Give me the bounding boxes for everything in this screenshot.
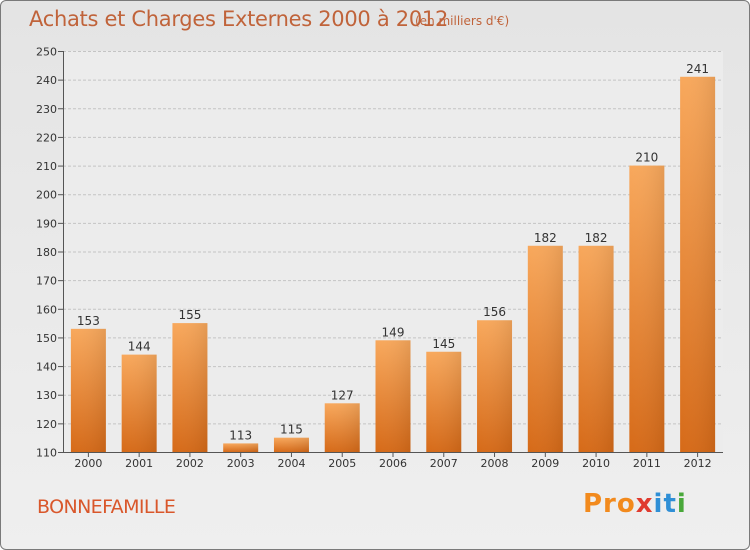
x-tick-label: 2008: [481, 457, 509, 470]
commune-name: BONNEFAMILLE: [37, 496, 176, 518]
data-label: 182: [585, 231, 608, 245]
y-tick-label: 120: [36, 418, 57, 431]
x-tick-label: 2003: [227, 457, 255, 470]
bar-shade: [527, 245, 563, 452]
chart-subtitle: (en milliers d'€): [415, 14, 510, 28]
x-tick-label: 2005: [328, 457, 356, 470]
data-label: 155: [178, 308, 201, 322]
bar-shade: [680, 76, 716, 453]
x-tick-label: 2011: [633, 457, 661, 470]
y-tick-label: 140: [36, 361, 57, 374]
bar-shade: [578, 245, 614, 452]
x-tick-label: 2002: [176, 457, 204, 470]
y-tick-label: 160: [36, 303, 57, 316]
logo-part: x: [635, 489, 654, 519]
data-label: 144: [128, 340, 151, 354]
bar-shade: [223, 443, 259, 452]
logo-part: i: [676, 489, 687, 519]
data-label: 115: [280, 423, 303, 437]
y-tick-label: 190: [36, 217, 57, 230]
bar-shade: [426, 351, 462, 452]
bar-shade: [629, 165, 665, 453]
data-label: 113: [229, 428, 252, 442]
data-label: 127: [331, 388, 354, 402]
bar-shade: [70, 328, 106, 452]
data-label: 210: [635, 151, 658, 165]
data-label: 153: [77, 314, 100, 328]
x-tick-label: 2000: [74, 457, 102, 470]
data-label: 149: [382, 325, 405, 339]
y-tick-label: 130: [36, 389, 57, 402]
logo-part: Pro: [583, 489, 636, 519]
chart-title: Achats et Charges Externes 2000 à 2012: [29, 7, 449, 31]
y-tick-label: 110: [36, 447, 57, 460]
proxiti-logo: Proxiti: [583, 489, 687, 519]
x-tick-label: 2001: [125, 457, 153, 470]
x-tick-label: 2006: [379, 457, 407, 470]
x-tick-label: 2009: [531, 457, 559, 470]
y-tick-label: 180: [36, 246, 57, 259]
bar-shade: [172, 323, 208, 452]
bar-shade: [324, 403, 360, 452]
y-tick-label: 200: [36, 189, 57, 202]
logo-part: it: [653, 489, 677, 519]
y-tick-label: 170: [36, 275, 57, 288]
y-tick-label: 250: [36, 46, 57, 59]
bar-shade: [273, 437, 309, 452]
y-tick-label: 240: [36, 74, 57, 87]
y-tick-label: 210: [36, 160, 57, 173]
data-label: 241: [686, 62, 709, 76]
x-tick-label: 2010: [582, 457, 610, 470]
y-tick-label: 150: [36, 332, 57, 345]
y-tick-label: 220: [36, 131, 57, 144]
data-label: 182: [534, 231, 557, 245]
data-label: 156: [483, 305, 506, 319]
bar-shade: [121, 354, 157, 452]
x-tick-label: 2004: [277, 457, 305, 470]
bar-shade: [375, 340, 411, 452]
bar-shade: [477, 320, 513, 452]
x-tick-label: 2007: [430, 457, 458, 470]
data-label: 145: [432, 337, 455, 351]
y-tick-label: 230: [36, 103, 57, 116]
x-tick-label: 2012: [684, 457, 712, 470]
